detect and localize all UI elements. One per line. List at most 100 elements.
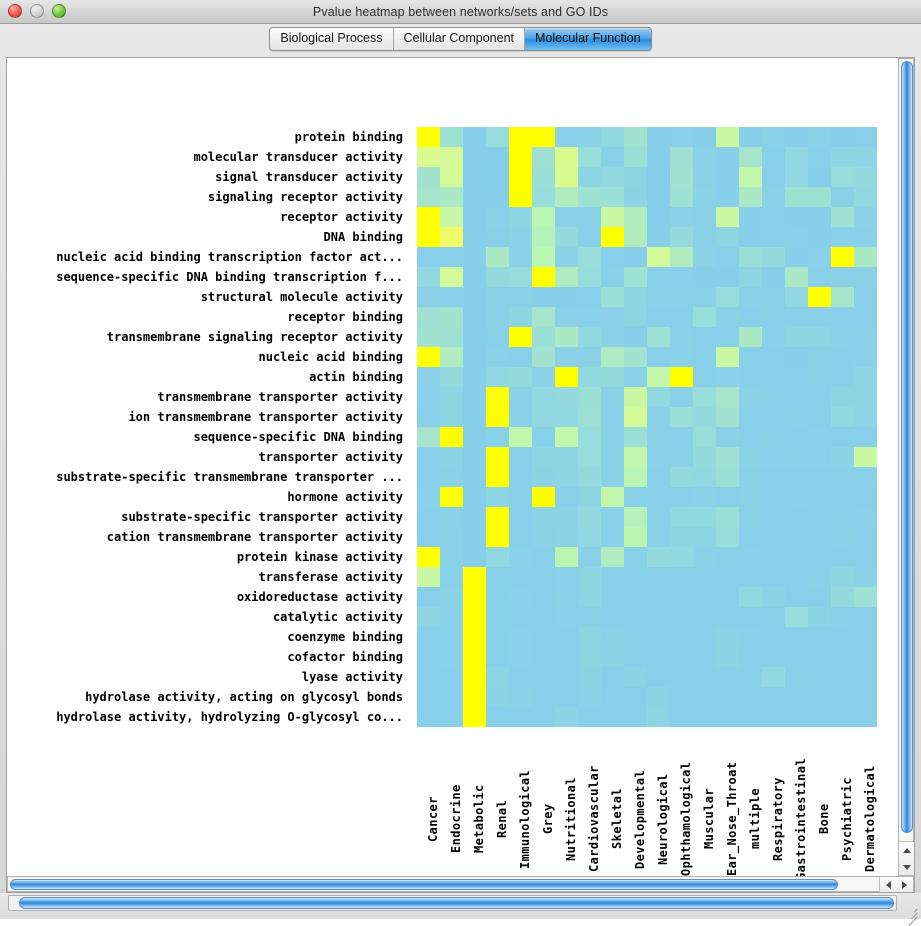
heatmap-cell[interactable] — [670, 547, 693, 567]
heatmap-cell[interactable] — [532, 707, 555, 727]
heatmap-cell[interactable] — [716, 187, 739, 207]
heatmap-cell[interactable] — [624, 347, 647, 367]
heatmap-cell[interactable] — [808, 287, 831, 307]
heatmap-cell[interactable] — [624, 267, 647, 287]
heatmap-cell[interactable] — [831, 287, 854, 307]
heatmap-cell[interactable] — [440, 627, 463, 647]
heatmap-cell[interactable] — [716, 327, 739, 347]
tab-molecular-function[interactable]: Molecular Function — [525, 28, 651, 50]
heatmap-cell[interactable] — [808, 567, 831, 587]
heatmap-cell[interactable] — [808, 487, 831, 507]
scroll-down-icon[interactable] — [899, 859, 914, 876]
heatmap-cell[interactable] — [647, 207, 670, 227]
heatmap-cell[interactable] — [854, 167, 877, 187]
heatmap-cell[interactable] — [647, 647, 670, 667]
heatmap-cell[interactable] — [440, 347, 463, 367]
heatmap-cell[interactable] — [624, 287, 647, 307]
heatmap-cell[interactable] — [578, 187, 601, 207]
heatmap-cell[interactable] — [486, 247, 509, 267]
heatmap-cell[interactable] — [854, 347, 877, 367]
heatmap-cell[interactable] — [762, 207, 785, 227]
heatmap-cell[interactable] — [831, 267, 854, 287]
heatmap-cell[interactable] — [693, 147, 716, 167]
heatmap-cell[interactable] — [509, 707, 532, 727]
heatmap-cell[interactable] — [417, 227, 440, 247]
heatmap-cell[interactable] — [739, 667, 762, 687]
heatmap-cell[interactable] — [716, 127, 739, 147]
heatmap-cell[interactable] — [831, 147, 854, 167]
heatmap-cell[interactable] — [624, 387, 647, 407]
heatmap-cell[interactable] — [578, 587, 601, 607]
heatmap-cell[interactable] — [693, 247, 716, 267]
heatmap-cell[interactable] — [486, 467, 509, 487]
heatmap-cell[interactable] — [624, 407, 647, 427]
heatmap-cell[interactable] — [463, 387, 486, 407]
heatmap-cell[interactable] — [854, 447, 877, 467]
heatmap-cell[interactable] — [647, 447, 670, 467]
heatmap-cell[interactable] — [647, 387, 670, 407]
heatmap-cell[interactable] — [555, 507, 578, 527]
heatmap-cell[interactable] — [785, 467, 808, 487]
heatmap-cell[interactable] — [693, 327, 716, 347]
heatmap-cell[interactable] — [762, 327, 785, 347]
heatmap-cell[interactable] — [693, 167, 716, 187]
heatmap-cell[interactable] — [693, 507, 716, 527]
heatmap-cell[interactable] — [808, 707, 831, 727]
heatmap-cell[interactable] — [486, 547, 509, 567]
heatmap-cell[interactable] — [624, 467, 647, 487]
heatmap-cell[interactable] — [762, 427, 785, 447]
heatmap-cell[interactable] — [716, 147, 739, 167]
heatmap-cell[interactable] — [509, 267, 532, 287]
heatmap-cell[interactable] — [463, 427, 486, 447]
heatmap-cell[interactable] — [624, 627, 647, 647]
heatmap-cell[interactable] — [532, 267, 555, 287]
heatmap-cell[interactable] — [555, 647, 578, 667]
heatmap-cell[interactable] — [854, 267, 877, 287]
heatmap-cell[interactable] — [555, 307, 578, 327]
heatmap-cell[interactable] — [601, 267, 624, 287]
heatmap-cell[interactable] — [716, 267, 739, 287]
heatmap-cell[interactable] — [647, 307, 670, 327]
heatmap-cell[interactable] — [785, 227, 808, 247]
heatmap-cell[interactable] — [417, 507, 440, 527]
heatmap-cell[interactable] — [739, 587, 762, 607]
heatmap-cell[interactable] — [463, 647, 486, 667]
heatmap-cell[interactable] — [555, 567, 578, 587]
heatmap-cell[interactable] — [555, 487, 578, 507]
heatmap-cell[interactable] — [670, 167, 693, 187]
heatmap-cell[interactable] — [440, 427, 463, 447]
heatmap-cell[interactable] — [854, 627, 877, 647]
heatmap-cell[interactable] — [463, 367, 486, 387]
heatmap-cell[interactable] — [716, 347, 739, 367]
heatmap-cell[interactable] — [440, 267, 463, 287]
heatmap-cell[interactable] — [693, 227, 716, 247]
heatmap-cell[interactable] — [739, 327, 762, 347]
heatmap-cell[interactable] — [854, 467, 877, 487]
heatmap-cell[interactable] — [624, 367, 647, 387]
heatmap-cell[interactable] — [578, 367, 601, 387]
heatmap-cell[interactable] — [417, 167, 440, 187]
heatmap-cell[interactable] — [601, 527, 624, 547]
heatmap-cell[interactable] — [808, 367, 831, 387]
heatmap-cell[interactable] — [693, 567, 716, 587]
heatmap-cell[interactable] — [486, 487, 509, 507]
heatmap-cell[interactable] — [647, 267, 670, 287]
heatmap-cell[interactable] — [624, 707, 647, 727]
heatmap-cell[interactable] — [417, 687, 440, 707]
heatmap-cell[interactable] — [670, 247, 693, 267]
heatmap-cell[interactable] — [532, 647, 555, 667]
heatmap-cell[interactable] — [509, 607, 532, 627]
heatmap-cell[interactable] — [440, 247, 463, 267]
heatmap-cell[interactable] — [555, 467, 578, 487]
heatmap-cell[interactable] — [509, 467, 532, 487]
heatmap-cell[interactable] — [808, 467, 831, 487]
heatmap-cell[interactable] — [739, 487, 762, 507]
heatmap-cell[interactable] — [532, 567, 555, 587]
heatmap-cell[interactable] — [578, 387, 601, 407]
heatmap-cell[interactable] — [417, 147, 440, 167]
heatmap-cell[interactable] — [486, 647, 509, 667]
heatmap-cell[interactable] — [417, 287, 440, 307]
heatmap-cell[interactable] — [716, 247, 739, 267]
heatmap-cell[interactable] — [509, 487, 532, 507]
heatmap-cell[interactable] — [693, 647, 716, 667]
